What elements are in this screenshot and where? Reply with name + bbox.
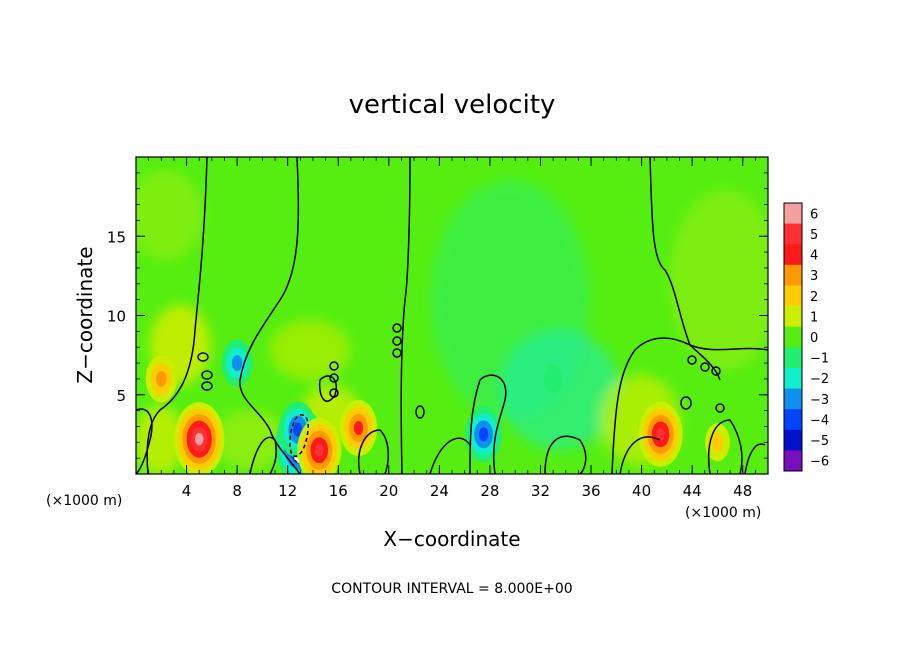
colorbar-swatch — [784, 223, 802, 245]
colorbar-label: −1 — [810, 352, 829, 367]
colorbar-label: −6 — [810, 455, 829, 470]
field-feature — [221, 339, 253, 387]
x-axis-label: X−coordinate — [383, 527, 520, 551]
feature-level-ring — [231, 355, 243, 371]
colorbar-swatch — [784, 409, 802, 431]
field-feature — [145, 355, 177, 403]
x-tick-label: 8 — [232, 482, 242, 500]
y-tick-label: 15 — [107, 228, 126, 246]
x-axis-ticks: 4 8 12 16 20 24 28 32 36 40 44 48 — [182, 157, 752, 500]
colorbar-swatch — [784, 326, 802, 348]
feature-level-ring — [478, 427, 489, 442]
x-tick-label: 4 — [182, 482, 192, 500]
feature-level-ring — [711, 432, 724, 452]
field-feature — [339, 400, 378, 457]
x-tick-label: 40 — [632, 482, 651, 500]
colorbar-label: 2 — [810, 290, 818, 305]
colorbar-label: 0 — [810, 331, 818, 346]
x-tick-label: 28 — [480, 482, 499, 500]
colorbar-swatch — [784, 264, 802, 286]
colorbar-swatch — [784, 306, 802, 327]
colorbar-label: 6 — [810, 207, 818, 222]
colorbar-swatch — [784, 367, 802, 389]
contour-interval-label: CONTOUR INTERVAL = 8.000E+00 — [331, 581, 572, 597]
contour-lines — [136, 157, 768, 474]
z-unit-label: (×1000 m) — [685, 505, 761, 521]
x-tick-label: 16 — [329, 482, 348, 500]
colorbar-label: −3 — [810, 393, 829, 408]
colorbar-label: −4 — [810, 414, 829, 429]
x-tick-label: 20 — [379, 482, 398, 500]
colorbar-label: 4 — [810, 249, 818, 264]
colorbar-label: 1 — [810, 310, 818, 325]
x-tick-label: 36 — [581, 482, 600, 500]
feature-level-ring — [543, 364, 563, 394]
x-tick-label: 44 — [683, 482, 702, 500]
feature-level-ring — [353, 421, 364, 436]
x-tick-label: 24 — [430, 482, 449, 500]
colorbar-swatch — [784, 244, 802, 266]
y-axis-ticks: 5 10 15 — [107, 228, 768, 405]
colorbar-label: −5 — [810, 434, 829, 449]
field-feature — [638, 401, 683, 467]
colorbar-swatch — [784, 285, 802, 307]
feature-level-ring — [656, 427, 665, 441]
colorbar-swatch — [784, 203, 802, 224]
field-feature — [543, 364, 563, 394]
colorbar-label: −2 — [810, 372, 829, 387]
field-feature — [297, 417, 342, 474]
feature-level-ring — [156, 371, 167, 387]
y-tick-label: 10 — [107, 308, 126, 326]
x-tick-label: 48 — [733, 482, 752, 500]
field-feature — [705, 423, 730, 462]
field-feature — [174, 402, 225, 474]
colorbar-label: 3 — [810, 269, 818, 284]
feature-level-ring — [293, 422, 303, 437]
colorbar-swatch — [784, 388, 802, 410]
colorbar: 6 5 4 3 2 1 0 −1 −2 −3 −4 −5 −6 — [783, 202, 829, 472]
colorbar-label: 5 — [810, 228, 818, 243]
feature-level-ring — [195, 432, 204, 446]
x-tick-label: 12 — [278, 482, 297, 500]
x-tick-label: 32 — [531, 482, 550, 500]
y-tick-label: 5 — [116, 387, 126, 405]
colorbar-swatch — [784, 450, 802, 472]
colorbar-swatch — [784, 347, 802, 369]
field-soft-regions — [136, 170, 768, 474]
x-unit-label: (×1000 m) — [46, 493, 122, 509]
field-feature — [464, 406, 503, 463]
colorbar-swatch — [784, 429, 802, 451]
colorbar-frame — [783, 202, 803, 472]
feature-level-ring — [314, 443, 324, 457]
chart-title: vertical velocity — [349, 90, 556, 120]
plot-area — [136, 157, 768, 474]
y-axis-label: Z−coordinate — [73, 246, 97, 383]
